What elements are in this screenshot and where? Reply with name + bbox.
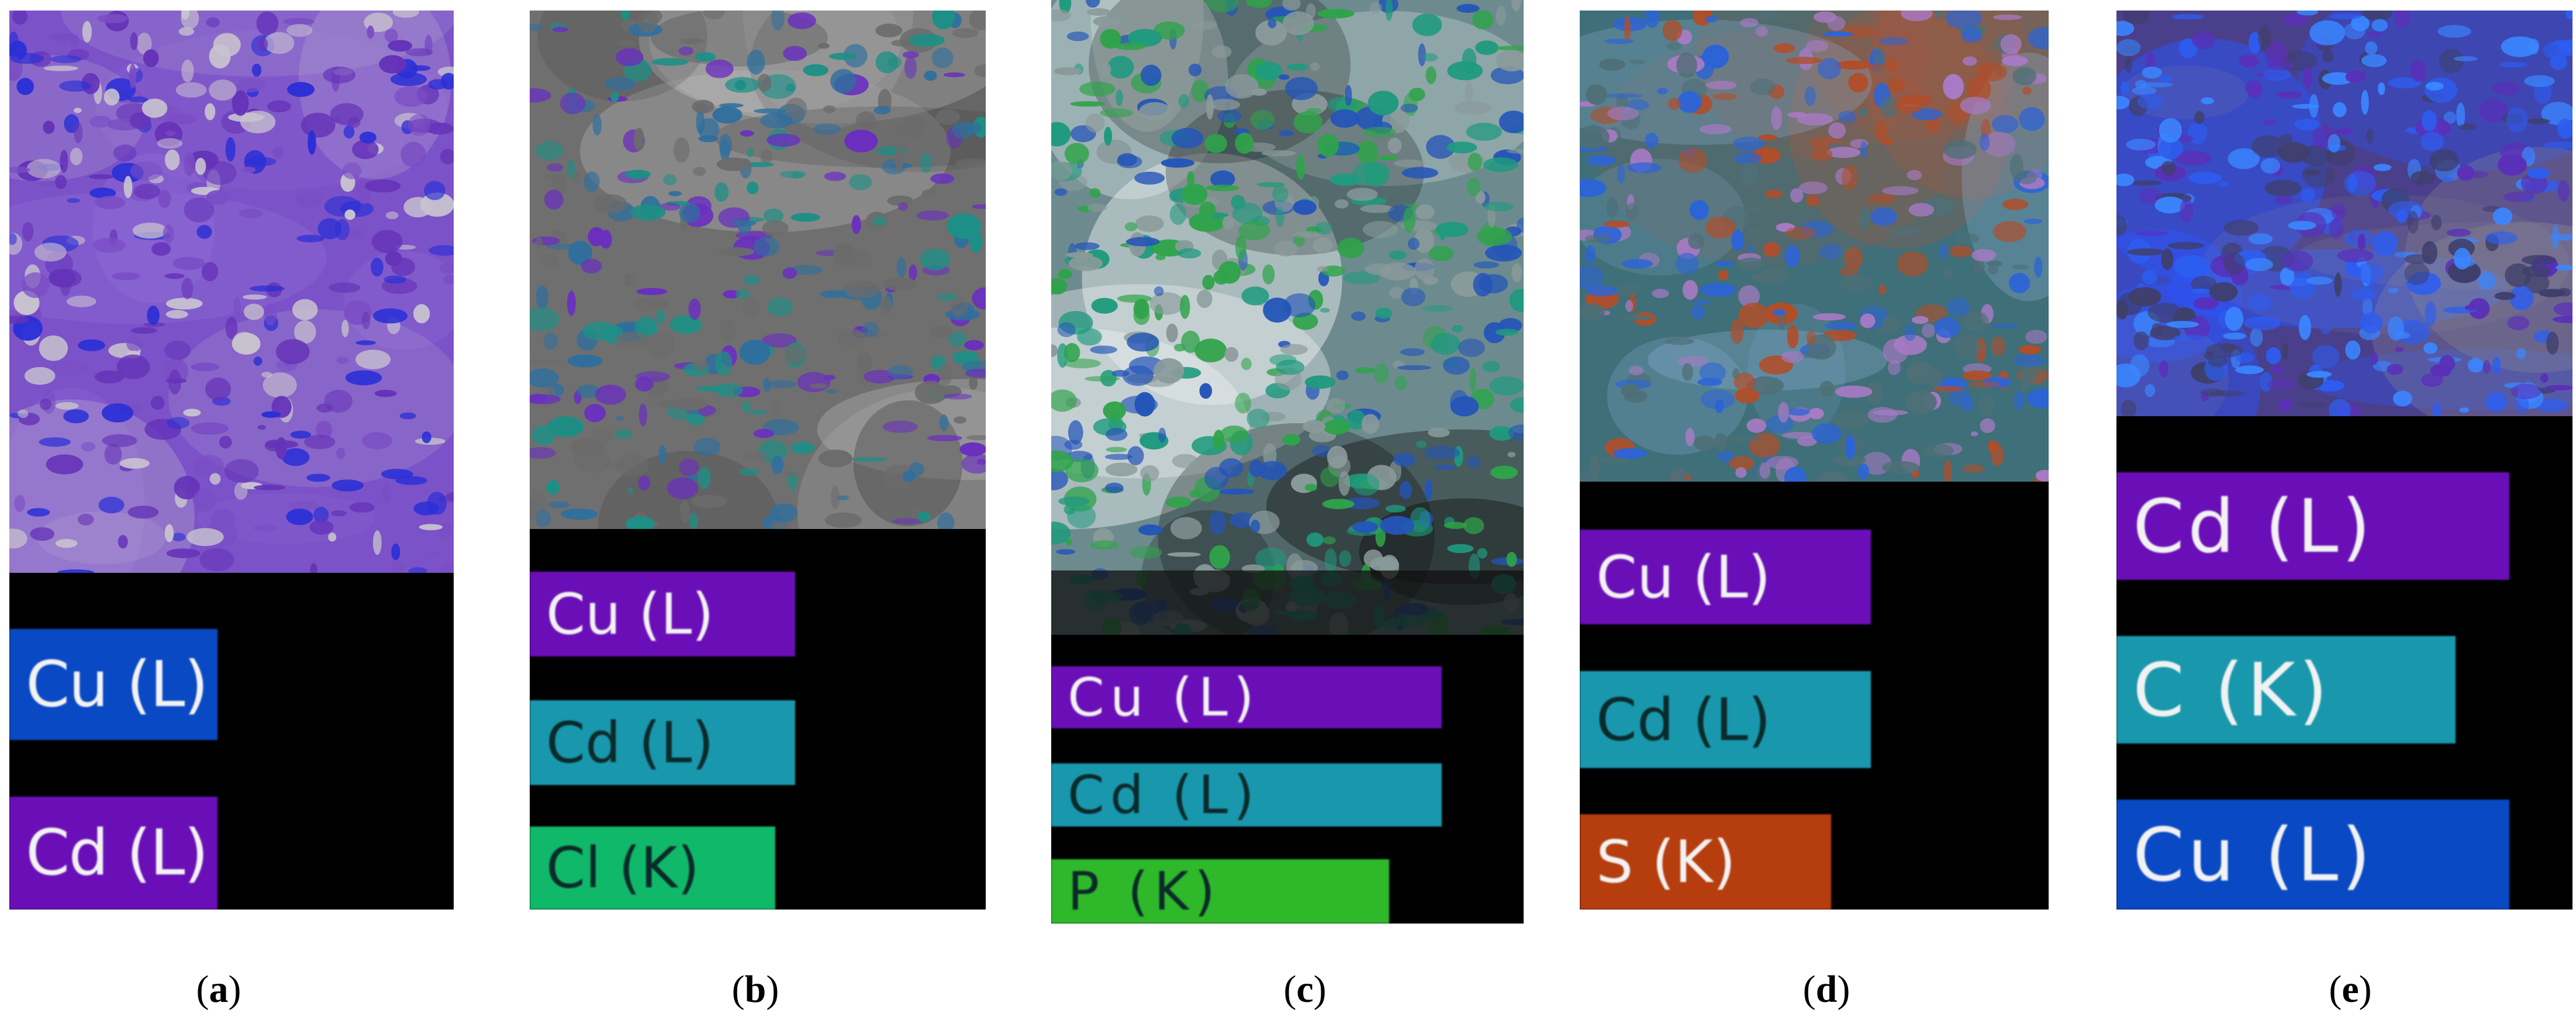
element-map-panel-d: Cu (L) Cd (L) S (K) bbox=[1580, 11, 2049, 910]
element-map-panel-b: Cu (L) Cd (L) Cl (K) bbox=[530, 11, 986, 910]
element-label-a-1: Cu (L) bbox=[9, 629, 217, 740]
map-texture-a bbox=[9, 11, 454, 573]
element-map-panel-c: Cu (L) Cd (L) P (K) bbox=[1051, 0, 1524, 924]
element-map-image-e bbox=[2116, 11, 2572, 416]
panel-caption-e: (e) bbox=[2329, 968, 2372, 1011]
panel-caption-a: (a) bbox=[196, 968, 241, 1011]
element-map-panel-e: Cd (L) C (K) Cu (L) bbox=[2116, 11, 2572, 910]
element-label-c-1: Cu (L) bbox=[1051, 666, 1442, 728]
element-label-e-3: Cu (L) bbox=[2116, 800, 2509, 910]
element-map-image-c bbox=[1051, 0, 1524, 635]
element-label-b-1: Cu (L) bbox=[530, 572, 795, 656]
panel-caption-d: (d) bbox=[1802, 968, 1850, 1011]
element-map-image-d bbox=[1580, 11, 2049, 482]
element-map-panel-a: Cu (L) Cd (L) bbox=[9, 11, 454, 910]
element-label-d-2: Cd (L) bbox=[1580, 671, 1871, 768]
element-label-c-3: P (K) bbox=[1051, 859, 1389, 924]
map-texture-b bbox=[530, 11, 986, 529]
panel-caption-b: (b) bbox=[731, 968, 779, 1011]
map-texture-c bbox=[1051, 0, 1524, 635]
element-label-a-2: Cd (L) bbox=[9, 797, 217, 910]
element-map-image-a bbox=[9, 11, 454, 573]
map-texture-d bbox=[1580, 11, 2049, 482]
element-label-d-3: S (K) bbox=[1580, 814, 1831, 910]
element-label-b-2: Cd (L) bbox=[530, 700, 795, 785]
element-label-c-2: Cd (L) bbox=[1051, 763, 1442, 827]
panel-caption-c: (c) bbox=[1283, 968, 1327, 1011]
element-label-e-2: C (K) bbox=[2116, 636, 2456, 744]
map-texture-e bbox=[2116, 11, 2572, 416]
element-map-image-b bbox=[530, 11, 986, 529]
element-label-d-1: Cu (L) bbox=[1580, 530, 1871, 624]
element-label-b-3: Cl (K) bbox=[530, 827, 775, 910]
element-label-e-1: Cd (L) bbox=[2116, 472, 2509, 580]
